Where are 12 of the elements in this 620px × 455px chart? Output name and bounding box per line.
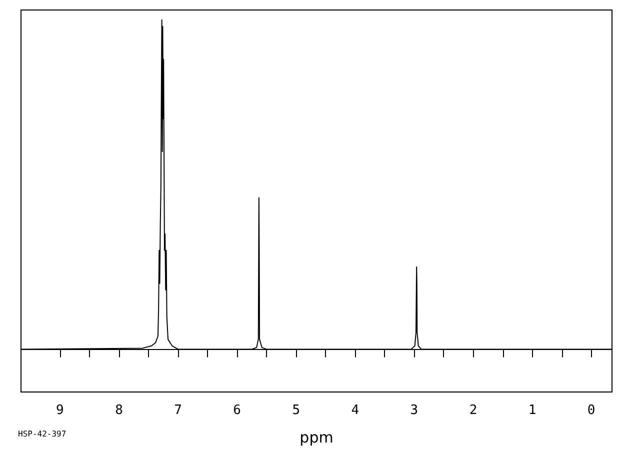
x-tick-label: 3 bbox=[410, 403, 418, 418]
x-tick-label: 2 bbox=[469, 403, 478, 418]
x-tick-label: 6 bbox=[233, 403, 242, 418]
x-axis-title: ppm bbox=[300, 428, 334, 446]
x-tick-label: 8 bbox=[115, 403, 123, 418]
x-tick-label: 0 bbox=[587, 403, 596, 418]
text: HSP-42-397 bbox=[18, 430, 66, 438]
x-tick-label: 1 bbox=[528, 403, 536, 418]
x-tick-label: 4 bbox=[351, 403, 360, 418]
x-tick-label: 9 bbox=[56, 403, 64, 418]
x-tick-label: 7 bbox=[174, 403, 182, 418]
x-tick-label: 5 bbox=[292, 403, 300, 418]
